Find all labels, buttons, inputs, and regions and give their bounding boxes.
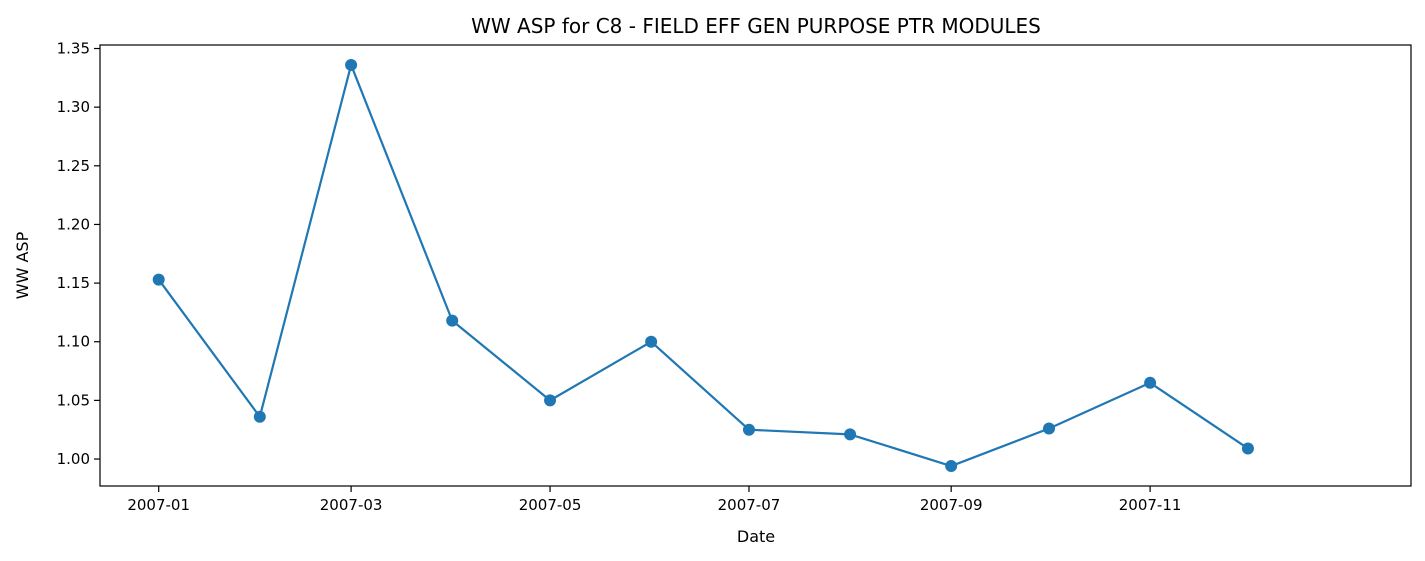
y-tick-label: 1.05 <box>57 391 90 409</box>
series-layer <box>152 58 1254 473</box>
chart-title: WW ASP for C8 - FIELD EFF GEN PURPOSE PT… <box>471 14 1041 38</box>
x-tick-label: 2007-03 <box>320 496 383 514</box>
y-tick-label: 1.10 <box>57 333 90 351</box>
series-line <box>157 63 1249 468</box>
y-tick-label: 1.00 <box>57 450 90 468</box>
y-tick-label: 1.25 <box>57 157 90 175</box>
x-tick-label: 2007-09 <box>920 496 983 514</box>
y-tick-label: 1.35 <box>57 40 90 58</box>
data-point <box>1241 442 1254 455</box>
y-tick-label: 1.20 <box>57 215 90 233</box>
data-point <box>844 428 857 441</box>
y-axis-label: WW ASP <box>13 231 32 299</box>
data-point <box>345 58 358 71</box>
data-point <box>152 273 165 286</box>
data-point <box>253 410 266 423</box>
y-tick-label: 1.30 <box>57 98 90 116</box>
data-point <box>1043 422 1056 435</box>
data-point <box>1144 376 1157 389</box>
data-point <box>945 460 958 473</box>
data-point <box>742 423 755 436</box>
x-tick-label: 2007-01 <box>127 496 190 514</box>
y-axis: 1.00 1.05 1.10 1.15 1.20 1.25 1.30 1.35 <box>57 40 100 468</box>
x-tick-label: 2007-11 <box>1119 496 1182 514</box>
data-point <box>645 335 658 348</box>
x-tick-label: 2007-05 <box>519 496 582 514</box>
plot-frame <box>99 44 1412 487</box>
y-tick-label: 1.15 <box>57 274 90 292</box>
x-tick-label: 2007-07 <box>718 496 781 514</box>
data-point <box>544 394 557 407</box>
x-axis: 2007-01 2007-03 2007-05 2007-07 2007-09 2007-… <box>127 486 1181 514</box>
data-point <box>446 314 459 327</box>
x-axis-label: Date <box>737 527 775 546</box>
